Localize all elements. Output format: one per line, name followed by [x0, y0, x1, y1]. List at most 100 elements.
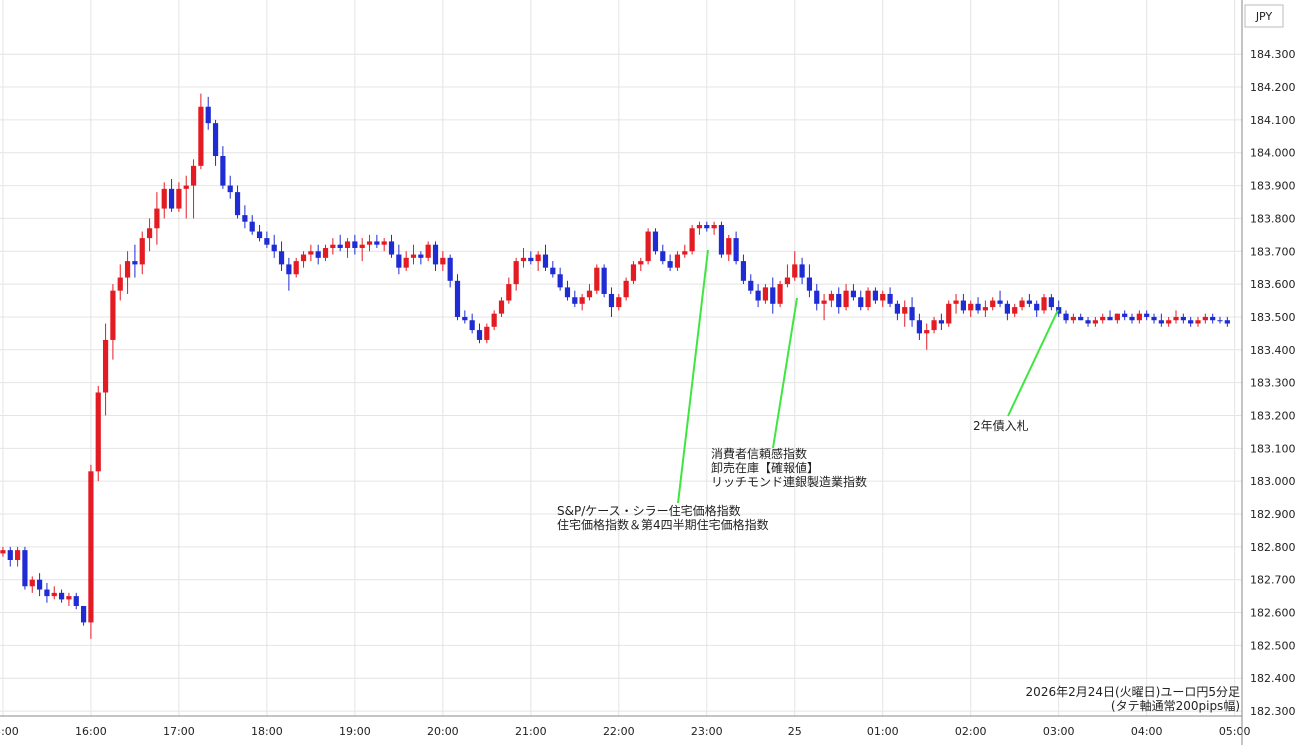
candle-body [638, 261, 644, 265]
y-tick-label: 182.300 [1250, 705, 1296, 718]
candle-body [572, 297, 578, 304]
candle-body [337, 244, 343, 248]
candle-body [484, 326, 490, 340]
y-tick-label: 183.800 [1250, 212, 1296, 225]
candle-body [1041, 297, 1047, 311]
candle-body [1070, 316, 1076, 321]
candle-body [212, 123, 219, 157]
candle-body [821, 300, 827, 304]
candle-body [73, 596, 79, 606]
candle-body [132, 261, 138, 265]
x-tick-label: 18:00 [251, 725, 283, 738]
candle-body [755, 290, 761, 301]
y-tick-label: 183.400 [1250, 344, 1296, 357]
candle-body [425, 244, 431, 258]
candle-body [300, 254, 307, 262]
annotation-text: リッチモンド連銀製造業指数 [711, 474, 867, 489]
candle-body [58, 592, 65, 600]
candle-body [865, 290, 871, 308]
candle-body [535, 254, 541, 262]
candle-body [1129, 316, 1135, 321]
candle-body [322, 247, 329, 258]
candle-body [748, 280, 754, 291]
candle-body [154, 208, 160, 229]
x-tick-label: 02:00 [955, 725, 987, 738]
annotation-text: 卸売在庫【確報値】 [711, 460, 819, 475]
candle-body [183, 185, 189, 189]
candle-body [1144, 313, 1150, 317]
candle-body [762, 287, 769, 301]
candle-body [674, 254, 681, 268]
candle-body [696, 224, 703, 229]
candle-body [1217, 320, 1223, 322]
candle-body [198, 106, 204, 166]
candle-body [557, 274, 563, 288]
y-tick-label: 182.600 [1250, 607, 1296, 620]
candle-body [1012, 307, 1018, 314]
candle-body [117, 277, 123, 291]
annotation-text: S&P/ケース・シラー住宅価格指数 [557, 503, 741, 518]
candle-body [469, 320, 475, 331]
y-tick-label: 183.200 [1250, 409, 1296, 422]
candle-body [1188, 320, 1194, 324]
candle-body [1173, 316, 1179, 321]
x-tick-label: 21:00 [515, 725, 547, 738]
y-tick-label: 182.500 [1250, 639, 1296, 652]
candle-body [660, 251, 666, 262]
candle-body [528, 257, 534, 262]
candle-body [990, 300, 996, 308]
y-tick-label: 183.900 [1250, 180, 1296, 193]
candle-body [814, 290, 820, 304]
candle-body [190, 165, 197, 186]
y-tick-label: 182.900 [1250, 508, 1296, 521]
candle-body [1136, 313, 1142, 321]
y-tick-label: 183.700 [1250, 245, 1296, 258]
candle-body [1048, 297, 1054, 308]
candle-body [374, 241, 380, 245]
x-tick-label: 25 [788, 725, 802, 738]
candle-body [220, 156, 226, 186]
candle-body [513, 261, 519, 285]
x-tick-label: 15:00 [0, 725, 19, 738]
candle-body [80, 605, 87, 623]
annotation-arrow [1007, 309, 1059, 417]
candle-body [623, 280, 629, 298]
candle-body [176, 188, 182, 209]
y-tick-label: 184.100 [1250, 114, 1296, 127]
candle-body [491, 313, 497, 327]
candle-body [1063, 313, 1069, 321]
candle-body [1092, 320, 1098, 324]
y-tick-label: 183.100 [1250, 442, 1296, 455]
y-tick-label: 183.500 [1250, 311, 1296, 324]
candle-body [359, 244, 365, 248]
candle-body [315, 251, 321, 258]
candle-body [843, 290, 849, 308]
candle-body [777, 284, 783, 304]
candle-body [733, 238, 739, 262]
candle-body [7, 550, 13, 560]
candle-body [293, 261, 299, 275]
candle-body [975, 303, 981, 311]
candle-body [1085, 320, 1091, 324]
x-tick-label: 19:00 [339, 725, 371, 738]
candle-body [1078, 316, 1084, 321]
candle-body [616, 297, 622, 308]
annotation-arrow [677, 249, 709, 504]
candle-body [850, 290, 857, 298]
x-tick-label: 20:00 [427, 725, 459, 738]
candle-body [51, 592, 57, 597]
candle-body [858, 297, 864, 308]
candle-body [740, 261, 747, 281]
candle-body [432, 244, 439, 265]
candle-body [645, 231, 651, 262]
candle-body [102, 339, 109, 393]
candle-body [953, 300, 959, 304]
candle-body [792, 264, 798, 278]
candle-body [938, 320, 944, 324]
annotation-text: 住宅価格指数＆第4四半期住宅価格指数 [557, 517, 769, 532]
candle-body [36, 579, 43, 590]
x-tick-label: 01:00 [867, 725, 899, 738]
candle-body [1166, 320, 1172, 324]
candle-body [1034, 303, 1040, 311]
candle-body [968, 303, 974, 311]
